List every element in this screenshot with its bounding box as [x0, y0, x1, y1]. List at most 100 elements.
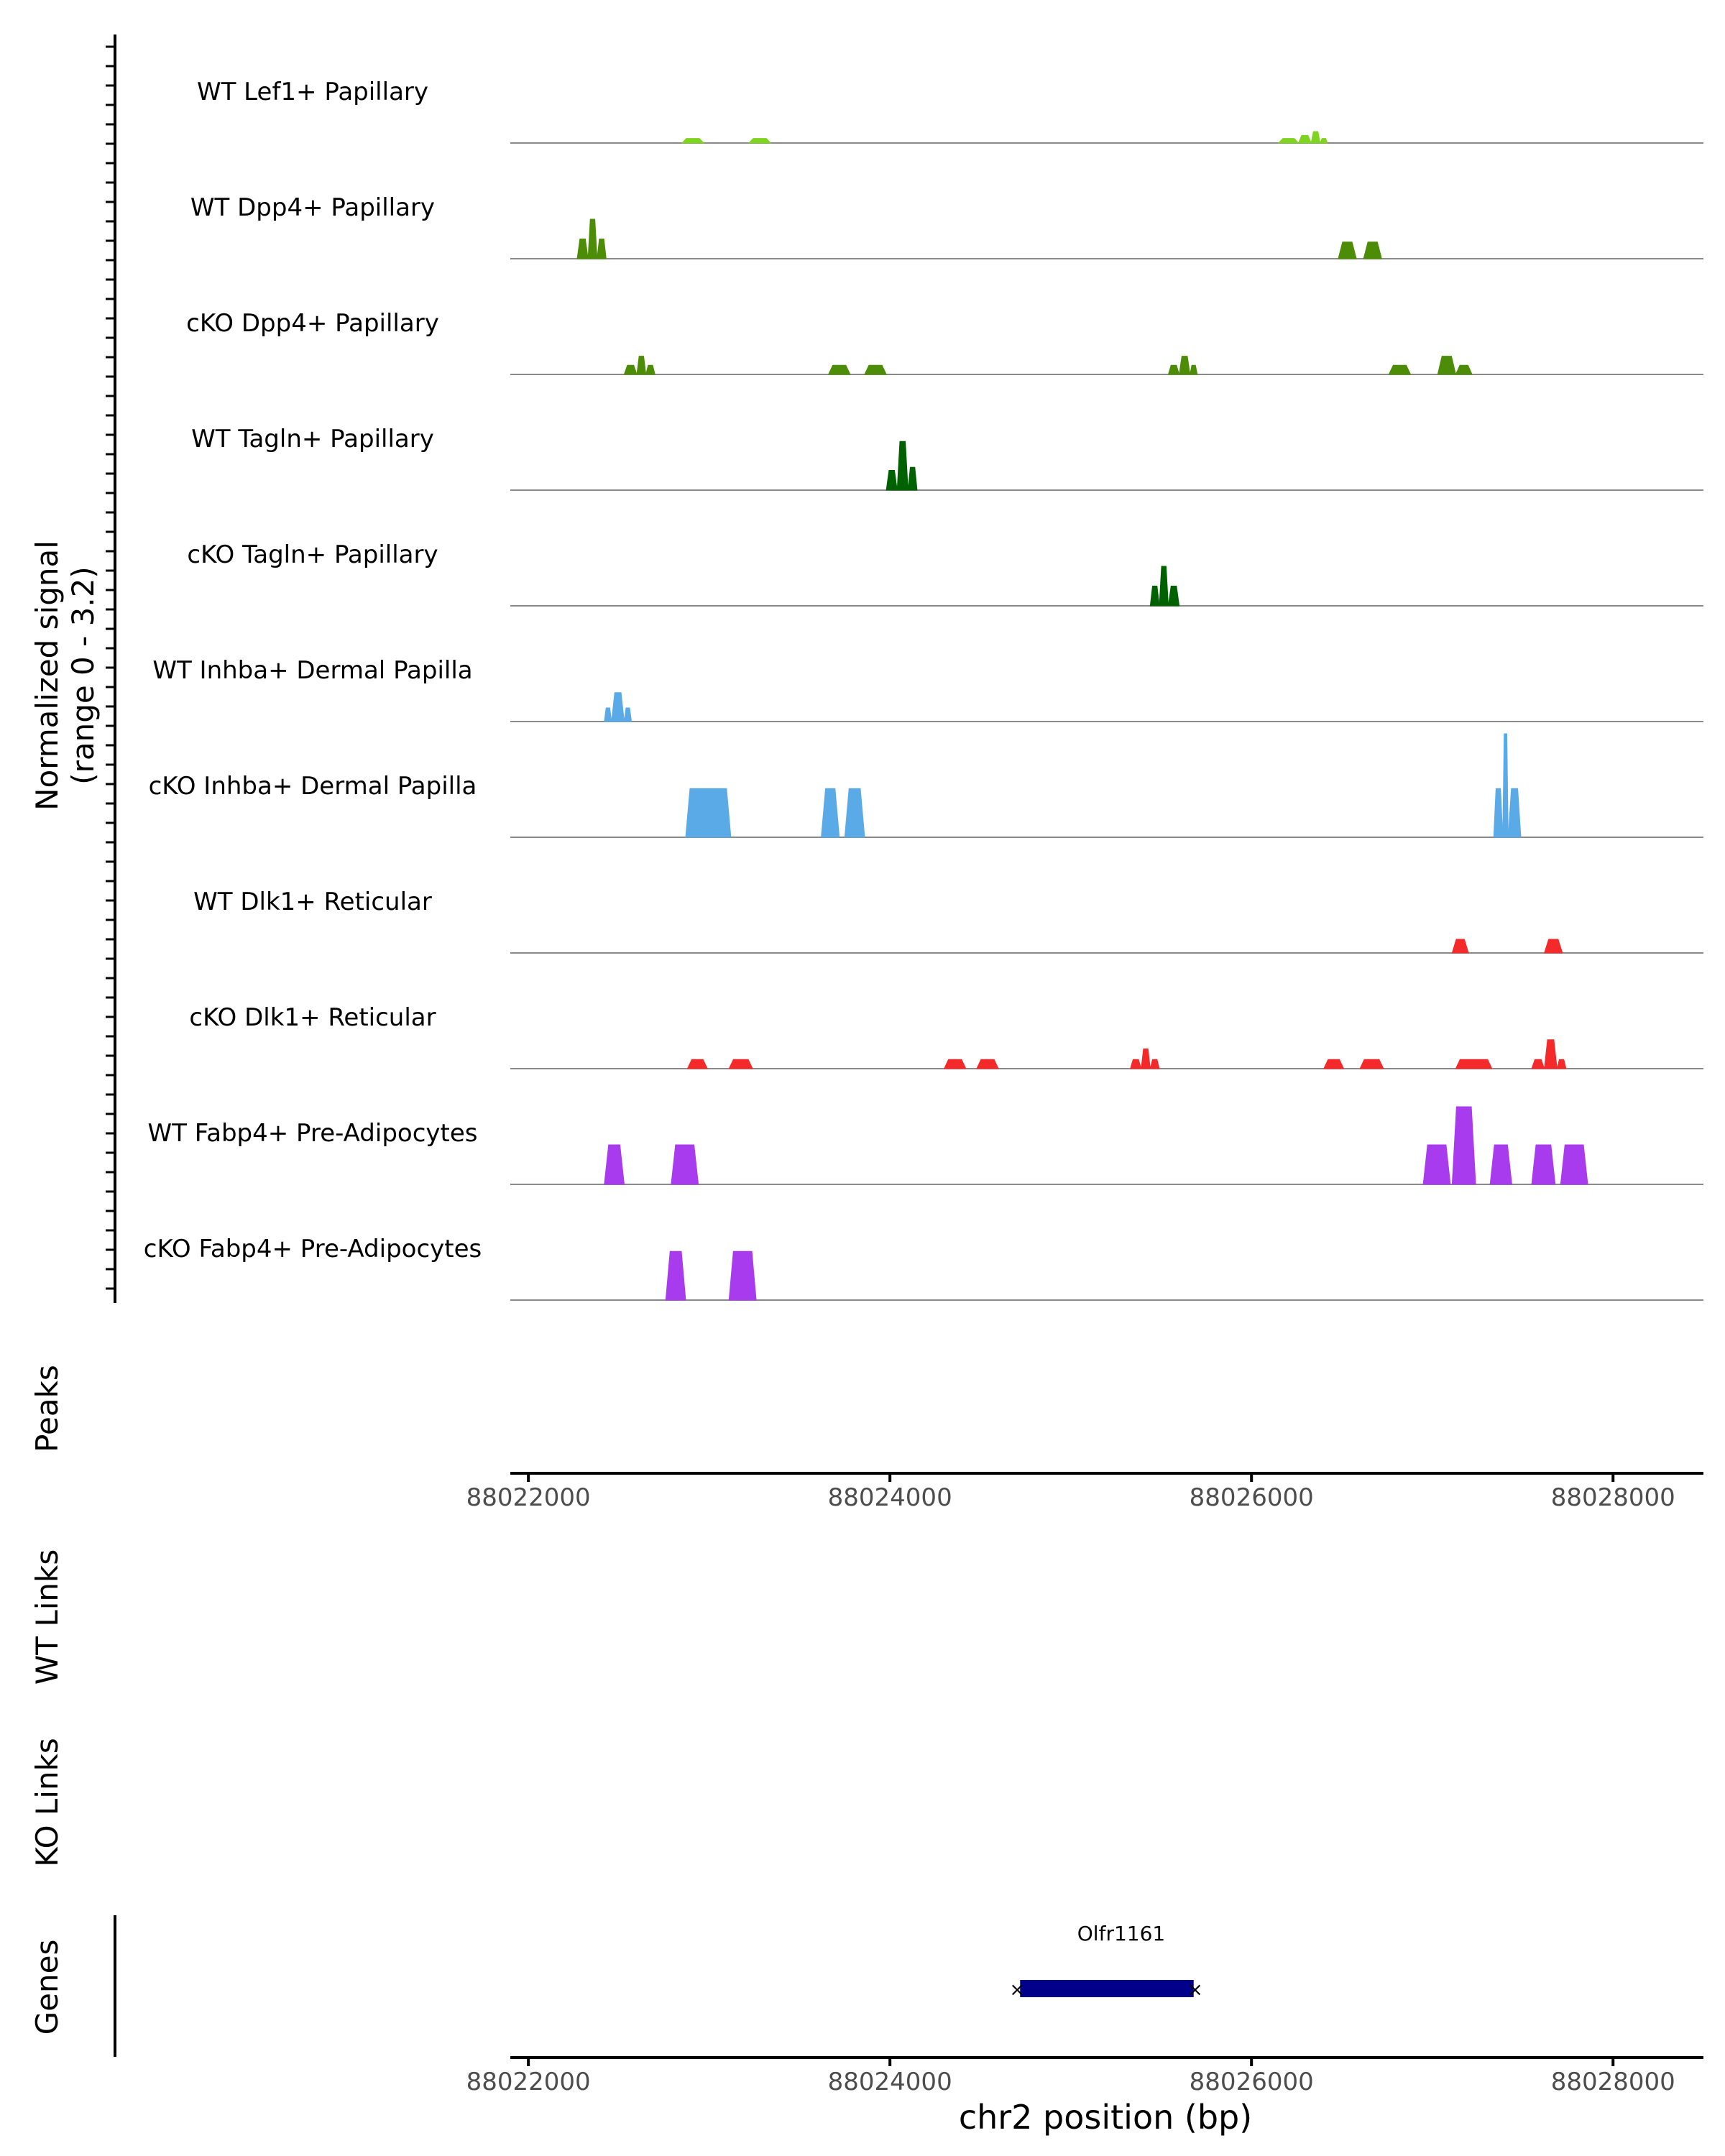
coverage-peak [827, 364, 851, 375]
coverage-peak [1531, 1144, 1556, 1185]
wt-links-track-label: WT Links [29, 1549, 65, 1685]
x-tick-label: 88024000 [828, 1483, 952, 1512]
track-label: WT Lef1+ Papillary [197, 78, 428, 106]
coverage-peak [1297, 134, 1312, 144]
ko-links-track-label: KO Links [29, 1738, 65, 1867]
coverage-peak [1437, 356, 1457, 375]
track-label: cKO Dpp4+ Papillary [186, 309, 439, 338]
track-label: WT Fabp4+ Pre-Adipocytes [148, 1119, 478, 1148]
track-cko-fabp4-pre-adipocytes: cKO Fabp4+ Pre-Adipocytes [144, 1235, 1703, 1301]
links-panels: WT Links KO Links [29, 1549, 65, 1867]
coverage-peak [976, 1059, 999, 1069]
coverage-peak [1422, 1144, 1451, 1185]
gene-annotations: × × Olfr1161 [1009, 1922, 1202, 2001]
track-label: WT Tagln+ Papillary [191, 425, 434, 453]
coverage-peak [1310, 131, 1321, 144]
signal-y-axis-ticks [106, 45, 115, 1290]
track-wt-tagln-papillary: WT Tagln+ Papillary [191, 425, 1703, 491]
coverage-peak [1388, 364, 1412, 375]
coverage-peak [604, 707, 612, 722]
coverage-peak [1451, 939, 1469, 954]
x-tick-label: 88024000 [828, 2068, 952, 2096]
coverage-peak [1159, 566, 1169, 607]
coverage-peak [1502, 733, 1509, 838]
signal-tracks: WT Lef1+ Papillary WT Dpp4+ Papillary cKO … [144, 78, 1703, 1301]
genes-panel: Genes × × Olfr1161 88022000 88024000 8802600… [29, 1915, 1703, 2137]
coverage-peak [1320, 138, 1328, 144]
x-tick-label: 88028000 [1551, 2068, 1675, 2096]
coverage-peak [728, 1250, 757, 1301]
track-label: cKO Dlk1+ Reticular [189, 1003, 436, 1032]
coverage-peak [1556, 1059, 1567, 1069]
coverage-peak [896, 441, 908, 491]
peaks-x-axis-ticks: 88022000 88024000 88026000 88028000 [466, 1473, 1675, 1512]
coverage-peak [1359, 1059, 1384, 1069]
peaks-panel: Peaks 88022000 88024000 88026000 88028000 [29, 1365, 1703, 1512]
coverage-peak [685, 788, 732, 838]
track-label: WT Dlk1+ Reticular [193, 888, 432, 916]
coverage-peak [1149, 1059, 1160, 1069]
coverage-peak [728, 1059, 753, 1069]
coverage-peak [576, 238, 589, 259]
gene-strand-end: × [1187, 1979, 1203, 2001]
coverage-peak [1190, 364, 1198, 375]
coverage-peak [636, 356, 647, 375]
coverage-peak [1493, 788, 1504, 838]
coverage-peak [1507, 788, 1522, 838]
track-wt-fabp4-pre-adipocytes: WT Fabp4+ Pre-Adipocytes [148, 1106, 1703, 1185]
coverage-peak [1455, 1059, 1493, 1069]
genes-x-axis-ticks: 88022000 88024000 88026000 88028000 [466, 2058, 1675, 2096]
coverage-peak [886, 469, 898, 491]
coverage-peak [587, 218, 598, 259]
coverage-peak [604, 1144, 625, 1185]
genes-track-label: Genes [29, 1940, 65, 2035]
track-wt-inhba-dermal-papilla: WT Inhba+ Dermal Papilla [152, 656, 1703, 722]
track-label: WT Inhba+ Dermal Papilla [152, 656, 472, 685]
track-label: WT Dpp4+ Papillary [190, 193, 435, 222]
x-axis-title: chr2 position (bp) [959, 2098, 1252, 2137]
peaks-track-label: Peaks [29, 1365, 65, 1452]
track-wt-dlk1-reticular: WT Dlk1+ Reticular [193, 888, 1703, 954]
coverage-peak [597, 238, 607, 259]
x-tick-label: 88022000 [466, 1483, 591, 1512]
coverage-peak [748, 138, 772, 144]
track-label: cKO Inhba+ Dermal Papilla [149, 772, 477, 801]
coverage-peak [681, 138, 705, 144]
coverage-peak [1363, 241, 1382, 259]
coverage-peak [1167, 364, 1180, 375]
coverage-peak [671, 1144, 699, 1185]
gene-strand-start: × [1009, 1979, 1025, 2001]
coverage-peak [623, 364, 638, 375]
track-wt-dpp4-papillary: WT Dpp4+ Papillary [190, 193, 1703, 259]
coverage-peak [1277, 138, 1300, 144]
track-cko-inhba-dermal-papilla: cKO Inhba+ Dermal Papilla [149, 733, 1703, 838]
coverage-peak [611, 692, 625, 722]
coverage-peak [1455, 364, 1473, 375]
coverage-peak [864, 364, 887, 375]
coverage-peak [1323, 1059, 1345, 1069]
coverage-peak [907, 466, 918, 491]
coverage-peak [645, 364, 656, 375]
coverage-peak [943, 1059, 967, 1069]
gene-olfr1161: × × Olfr1161 [1009, 1922, 1202, 2001]
coverage-peak [1543, 939, 1563, 954]
coverage-peak [665, 1250, 686, 1301]
signal-y-label-line2: (range 0 - 3.2) [65, 566, 101, 785]
x-tick-label: 88026000 [1190, 2068, 1314, 2096]
coverage-peak [1149, 585, 1160, 607]
coverage-peak [821, 788, 840, 838]
signal-y-label-line1: Normalized signal [29, 540, 65, 811]
coverage-peak [623, 707, 632, 722]
track-label: cKO Fabp4+ Pre-Adipocytes [144, 1235, 482, 1263]
gene-body [1020, 1980, 1194, 1997]
coverage-peak [1167, 585, 1180, 607]
coverage-peak [1544, 1039, 1558, 1069]
coverage-peak [686, 1059, 708, 1069]
x-tick-label: 88022000 [466, 2068, 591, 2096]
coverage-peak [1560, 1144, 1588, 1185]
coverage-peak [1531, 1059, 1545, 1069]
coverage-peak [1141, 1048, 1151, 1069]
coverage-peak [844, 788, 865, 838]
track-cko-dlk1-reticular: cKO Dlk1+ Reticular [189, 1003, 1703, 1069]
